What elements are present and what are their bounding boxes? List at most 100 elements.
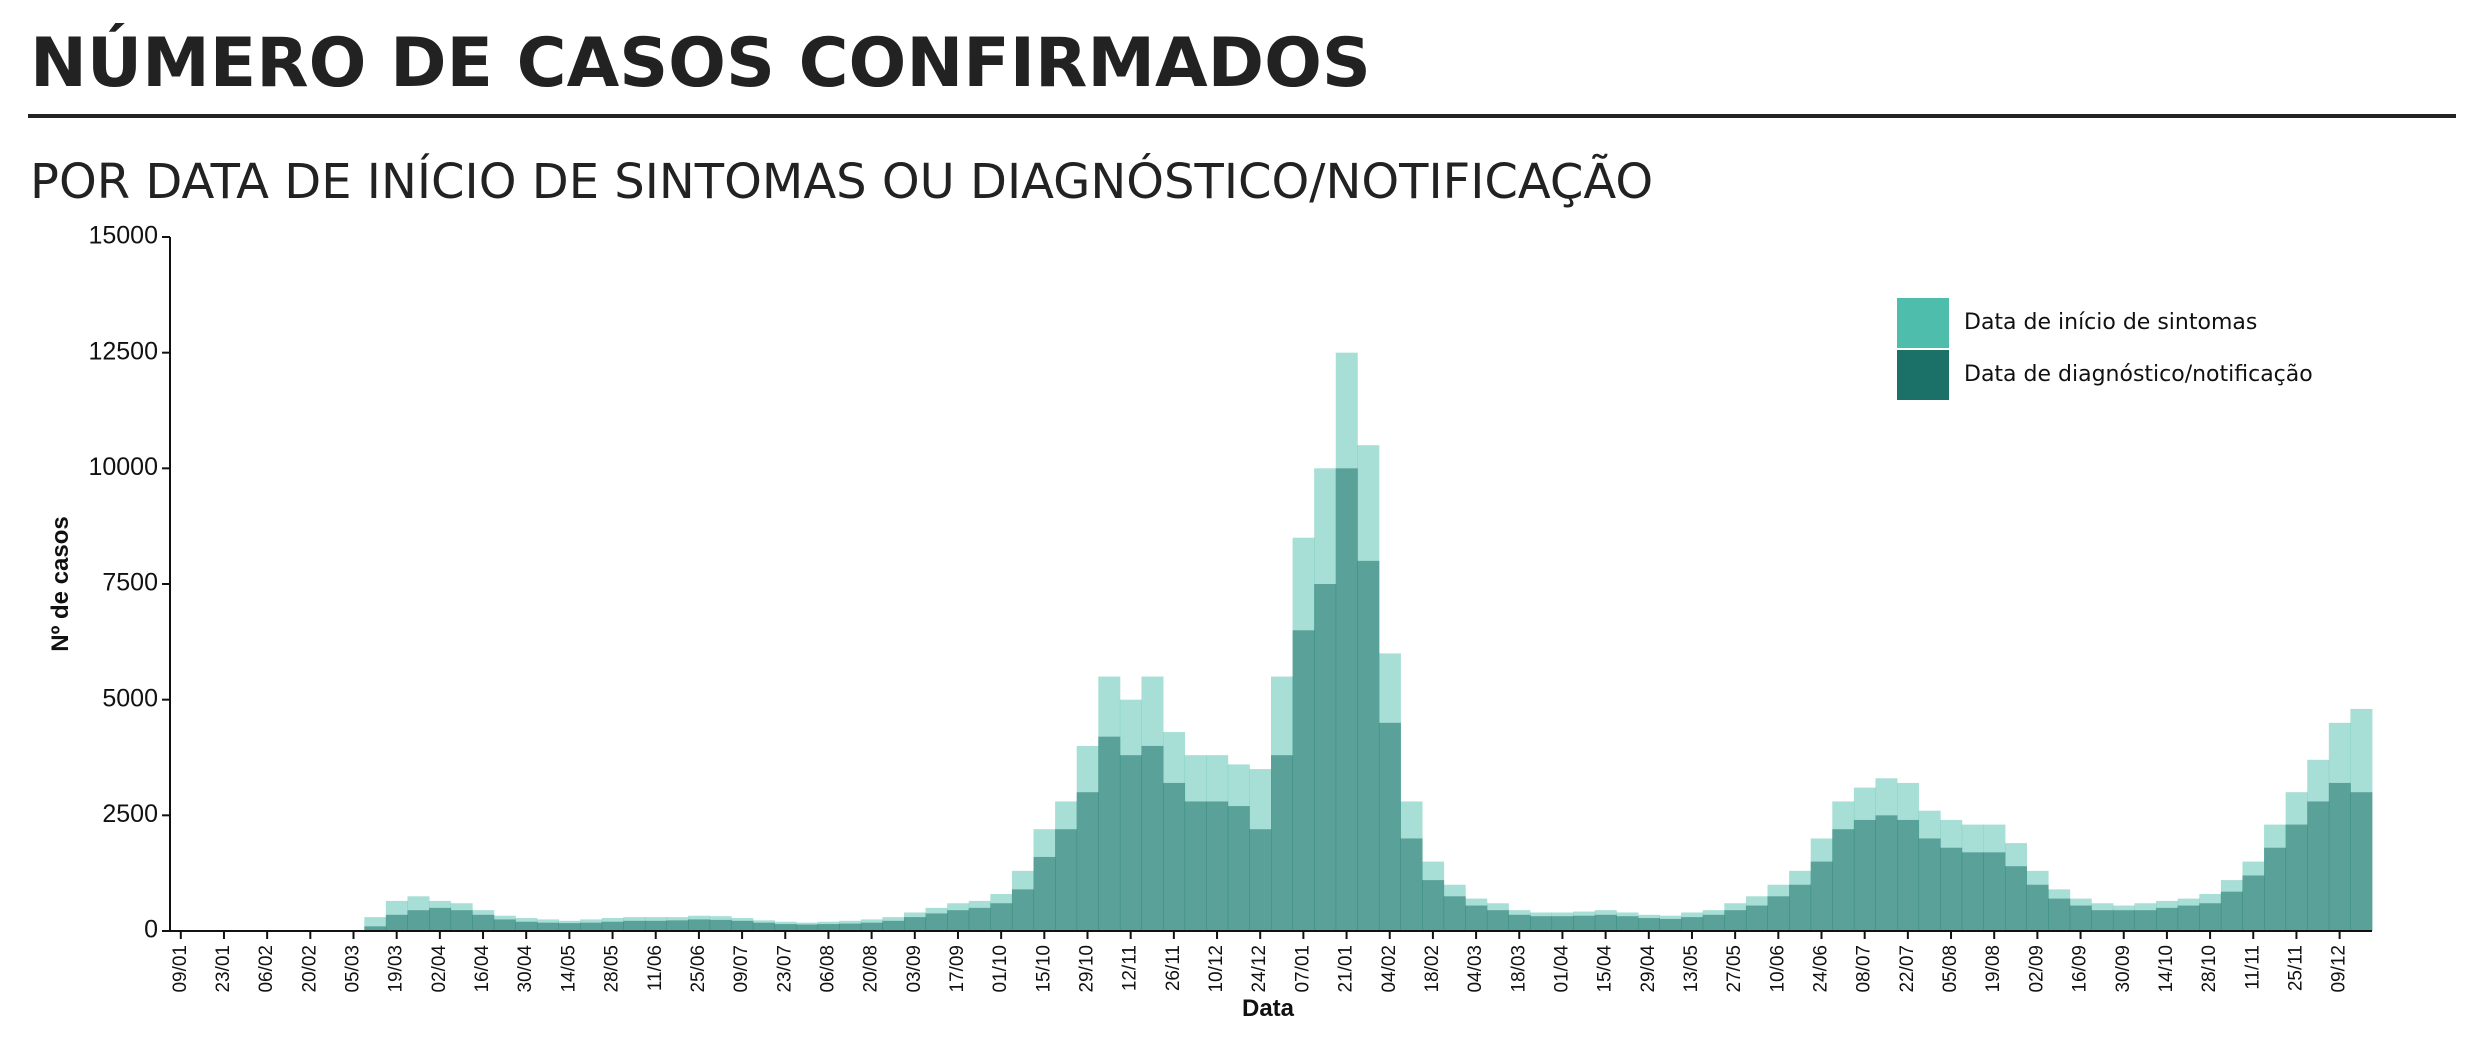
bar — [1594, 914, 1617, 931]
x-tick-label: 19/03 — [386, 945, 407, 993]
bar — [774, 924, 797, 931]
x-tick-label: 04/02 — [1379, 945, 1400, 993]
bar — [1508, 914, 1531, 931]
bar — [1314, 584, 1337, 931]
bar — [493, 919, 516, 931]
bar — [839, 923, 862, 931]
x-tick-label: 29/10 — [1077, 945, 1098, 993]
bar — [925, 913, 948, 931]
bar — [990, 903, 1013, 931]
bar — [515, 921, 538, 931]
bar — [796, 924, 819, 931]
bar — [2177, 905, 2200, 931]
bar — [1530, 916, 1553, 931]
x-tick-label: 11/11 — [2242, 945, 2263, 990]
bar — [1638, 918, 1660, 931]
x-tick-label: 05/03 — [343, 945, 364, 993]
x-tick-label: 03/09 — [904, 945, 925, 993]
x-tick-label: 15/10 — [1033, 945, 1054, 993]
bar — [1832, 829, 1855, 931]
bar — [1292, 630, 1315, 931]
bar — [450, 910, 473, 931]
bar — [1249, 829, 1272, 931]
x-tick-label: 15/04 — [1595, 945, 1616, 993]
x-axis-label: Data — [1242, 995, 1295, 1022]
bar — [2069, 905, 2092, 931]
bar — [1983, 852, 2006, 931]
bar — [2112, 910, 2135, 931]
x-tick-label: 28/10 — [2199, 945, 2220, 993]
bar — [2134, 910, 2157, 931]
bar — [429, 907, 452, 931]
bar — [2048, 898, 2071, 931]
x-tick-label: 30/09 — [2113, 945, 2134, 993]
bar — [1206, 801, 1229, 931]
x-tick-label: 09/01 — [170, 945, 191, 993]
x-tick-label: 25/06 — [688, 945, 709, 993]
x-tick-label: 02/09 — [2026, 945, 2047, 993]
y-tick-label: 5000 — [102, 684, 158, 712]
bar — [2091, 910, 2114, 931]
x-tick-label: 30/04 — [515, 945, 536, 993]
y-tick-label: 12500 — [88, 337, 158, 365]
x-tick-label: 10/12 — [1206, 945, 1227, 993]
legend-swatch — [1897, 298, 1949, 348]
x-tick-label: 18/02 — [1422, 945, 1443, 993]
x-tick-label: 26/11 — [1163, 945, 1184, 991]
bar — [1702, 914, 1725, 931]
bar — [1551, 916, 1574, 931]
chart-title: NÚMERO DE CASOS CONFIRMADOS — [30, 23, 1371, 103]
bar — [1897, 819, 1920, 931]
bar — [385, 914, 408, 931]
bar — [1681, 917, 1704, 931]
bar — [1918, 838, 1941, 931]
bar — [968, 907, 991, 931]
bar — [1335, 468, 1358, 931]
bar — [1422, 880, 1445, 931]
y-tick-label: 15000 — [88, 222, 158, 250]
chart-subtitle: POR DATA DE INÍCIO DE SINTOMAS OU DIAGNÓ… — [30, 153, 1653, 210]
bar — [731, 920, 754, 931]
bar — [580, 922, 603, 931]
legend-label: Data de diagnóstico/notificação — [1964, 362, 2313, 387]
x-tick-label: 23/07 — [774, 945, 795, 993]
bar — [558, 923, 581, 931]
x-tick-label: 17/09 — [947, 945, 968, 993]
x-tick-label: 12/11 — [1120, 945, 1141, 991]
bar — [1853, 819, 1876, 931]
y-tick-label: 10000 — [88, 453, 158, 481]
x-tick-label: 06/02 — [256, 945, 277, 993]
bar — [2307, 801, 2330, 931]
bar — [2264, 847, 2287, 931]
x-tick-label: 01/10 — [990, 945, 1011, 993]
bar — [1465, 905, 1488, 931]
bar — [860, 922, 883, 931]
bar — [537, 922, 559, 931]
bar — [1875, 815, 1898, 931]
bar — [1033, 856, 1056, 931]
bar — [1573, 915, 1596, 931]
x-tick-label: 22/07 — [1897, 945, 1918, 993]
x-tick-label: 21/01 — [1336, 945, 1357, 993]
y-axis-label: Nº de casos — [47, 516, 74, 652]
x-tick-label: 10/06 — [1767, 945, 1788, 993]
bar — [472, 914, 495, 931]
bar — [817, 924, 840, 931]
x-tick-label: 04/03 — [1465, 945, 1486, 993]
bar — [601, 921, 624, 931]
bar — [1163, 782, 1186, 931]
bar — [1119, 755, 1142, 931]
legend-swatch — [1897, 350, 1949, 400]
y-tick-label: 2500 — [102, 800, 158, 828]
bar — [1227, 806, 1250, 931]
bar — [882, 920, 905, 931]
bar — [1098, 736, 1121, 931]
bar — [623, 920, 646, 931]
bar — [1940, 847, 1963, 931]
bar — [644, 920, 667, 931]
bar — [2156, 907, 2179, 931]
x-tick-label: 16/04 — [472, 945, 493, 993]
bar — [364, 926, 387, 931]
x-tick-label: 02/04 — [429, 945, 450, 993]
bar — [2242, 875, 2265, 931]
